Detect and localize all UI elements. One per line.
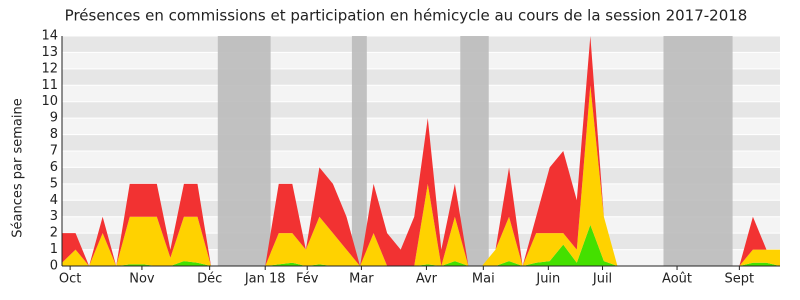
y-tick-label: 3 xyxy=(50,209,58,224)
y-tick-label: 7 xyxy=(50,144,58,159)
x-tick-label: Mar xyxy=(349,272,374,287)
y-tick-label: 8 xyxy=(50,127,58,142)
y-tick-label: 10 xyxy=(41,94,58,109)
x-tick-label: Juin xyxy=(535,272,560,287)
x-tick-label: Fév xyxy=(296,272,319,287)
x-tick-label: Jan 18 xyxy=(244,272,286,287)
y-tick-label: 13 xyxy=(41,45,58,60)
area xyxy=(62,224,780,266)
x-tick-label: Sept xyxy=(725,272,755,287)
y-tick-label: 6 xyxy=(50,160,58,175)
x-tick-label: Août xyxy=(662,272,692,287)
y-tick-label: 14 xyxy=(41,29,58,44)
y-tick-label: 2 xyxy=(50,226,58,241)
x-tick-label: Juil xyxy=(592,272,612,287)
x-tick-label: Mai xyxy=(472,272,495,287)
shaded-period xyxy=(460,36,489,266)
area xyxy=(62,85,780,267)
area xyxy=(62,36,780,266)
x-tick-label: Nov xyxy=(129,272,155,287)
y-axis-label: Séances par semaine xyxy=(11,98,26,237)
y-tick-label: 11 xyxy=(41,78,58,93)
shaded-period xyxy=(217,36,271,266)
x-tick-label: Avr xyxy=(416,272,438,287)
shaded-period xyxy=(351,36,367,266)
y-tick-label: 1 xyxy=(50,242,58,257)
y-tick-label: 12 xyxy=(41,61,58,76)
y-tick-label: 5 xyxy=(50,176,58,191)
x-tick-label: Déc xyxy=(197,272,222,287)
y-tick-label: 0 xyxy=(50,259,58,274)
chart-title: Présences en commissions et participatio… xyxy=(65,7,748,25)
y-tick-label: 9 xyxy=(50,111,58,126)
shaded-period xyxy=(663,36,733,266)
y-tick-label: 4 xyxy=(50,193,58,208)
x-tick-label: Oct xyxy=(59,272,81,287)
